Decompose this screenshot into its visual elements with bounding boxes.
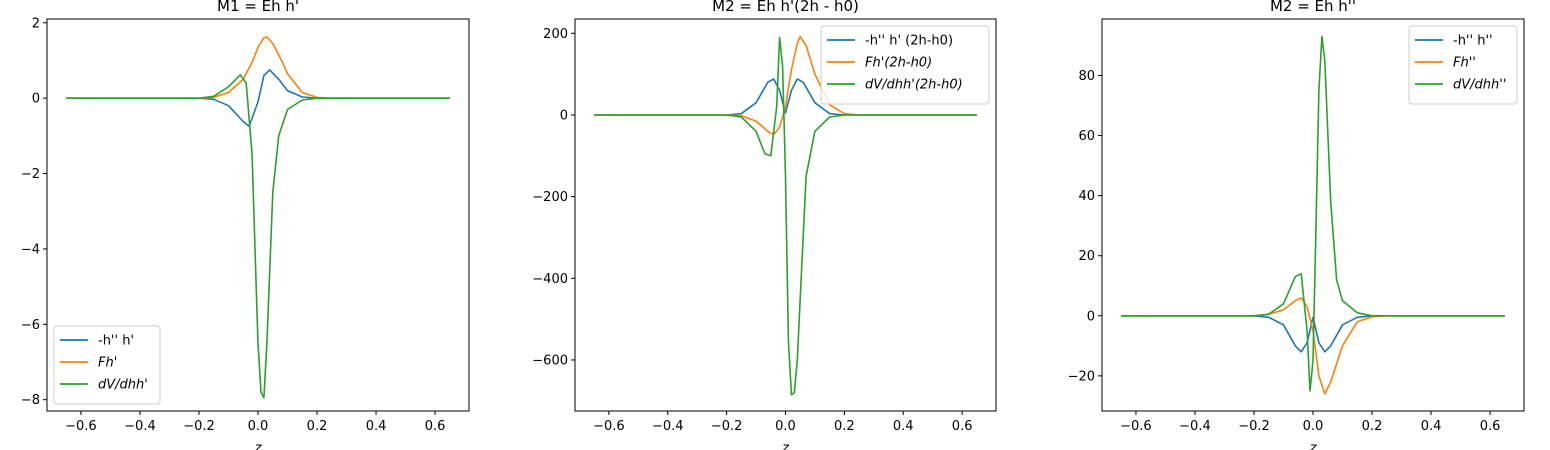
x-tick-label: −0.4 [1179, 419, 1211, 434]
y-tick-label: −200 [532, 190, 568, 205]
x-axis-label: z [1309, 441, 1318, 450]
x-tick-label: 0.4 [366, 419, 387, 434]
x-tick-label: 0.0 [775, 419, 796, 434]
chart-panel-m2-hpp: −0.6 −0.4 −0.2 0.0 0.2 0.4 0.6 −20 0 20 40 60 80 M2 =… [1068, 0, 1525, 450]
x-tick-label: −0.6 [1120, 419, 1152, 434]
legend-entry: -h'' h' (2h-h0) [865, 34, 953, 49]
x-tick-label: −0.4 [124, 419, 156, 434]
x-tick-label: 0.0 [248, 419, 269, 434]
x-tick-label: 0.6 [425, 419, 446, 434]
legend-entry: dV/dhh' [98, 378, 148, 393]
legend: -h'' h' (2h-h0) Fh'(2h-h0) dV/dhh'(2h-h0) [820, 25, 990, 105]
series-line-0 [594, 78, 977, 116]
x-tick-label: −0.2 [711, 419, 743, 434]
y-tick-label: 0 [32, 92, 40, 107]
series-line-1 [66, 36, 450, 99]
y-tick-label: 0 [1087, 309, 1095, 324]
x-tick-label: 0.2 [1362, 419, 1383, 434]
x-tick-label: 0.2 [834, 419, 855, 434]
series-line-1 [1121, 296, 1505, 395]
legend-entry: dV/dhh'' [1453, 78, 1506, 93]
x-axis-label: z [781, 441, 790, 450]
x-tick-label: 0.4 [1421, 419, 1442, 434]
legend-entry: dV/dhh'(2h-h0) [865, 78, 963, 93]
x-tick-label: −0.2 [1238, 419, 1270, 434]
y-tick-label: −4 [21, 242, 40, 257]
chart-title: M2 = Eh h'' [1270, 0, 1356, 15]
x-tick-label: −0.6 [593, 419, 625, 434]
legend-entry: Fh'' [1453, 56, 1476, 71]
y-tick-label: 2 [32, 16, 40, 31]
y-tick-label: 0 [560, 108, 568, 123]
legend-entry: -h'' h' [98, 334, 134, 349]
legend-entry: Fh' [98, 356, 117, 371]
series-line-2 [1121, 35, 1505, 392]
y-tick-label: 80 [1078, 69, 1095, 84]
legend-entry: -h'' h'' [1453, 34, 1493, 49]
y-tick-label: −6 [21, 318, 40, 333]
y-tick-label: 60 [1078, 129, 1095, 144]
series-line-0 [1121, 314, 1505, 353]
y-tick-label: −2 [21, 167, 40, 182]
series-line-2 [594, 36, 977, 396]
y-tick-label: 40 [1078, 189, 1095, 204]
x-tick-label: 0.0 [1303, 419, 1324, 434]
x-tick-label: 0.6 [952, 419, 973, 434]
series-line-0 [66, 69, 450, 128]
series-line-2 [66, 74, 450, 399]
y-tick-label: −8 [21, 393, 40, 408]
chart-title: M2 = Eh h'(2h - h0) [712, 0, 859, 15]
x-axis-label: z [254, 441, 263, 450]
x-tick-label: 0.6 [1480, 419, 1501, 434]
x-tick-label: −0.2 [183, 419, 215, 434]
y-tick-label: −600 [532, 353, 568, 368]
series-line-1 [594, 35, 977, 136]
x-tick-label: −0.4 [652, 419, 684, 434]
legend-entry: Fh'(2h-h0) [865, 56, 932, 71]
y-tick-label: 200 [543, 27, 568, 42]
legend: -h'' h' Fh' dV/dhh' [53, 325, 161, 405]
x-tick-label: 0.4 [893, 419, 914, 434]
chart-title: M1 = Eh h' [217, 0, 299, 15]
x-tick-label: −0.6 [65, 419, 97, 434]
chart-panel-m2-2h: −0.6 −0.4 −0.2 0.0 0.2 0.4 0.6 −600 −400 −200 0 200… [532, 0, 997, 450]
x-tick-label: 0.2 [307, 419, 328, 434]
legend-box [820, 25, 990, 105]
legend: -h'' h'' Fh'' dV/dhh'' [1408, 25, 1518, 105]
y-tick-label: −20 [1068, 369, 1095, 384]
y-tick-label: −400 [532, 272, 568, 287]
chart-panel-m1: −0.6 −0.4 −0.2 0.0 0.2 0.4 0.6 −8 −6 −4 −2 0 2 M1 = E… [21, 0, 470, 450]
y-tick-label: 20 [1078, 249, 1095, 264]
